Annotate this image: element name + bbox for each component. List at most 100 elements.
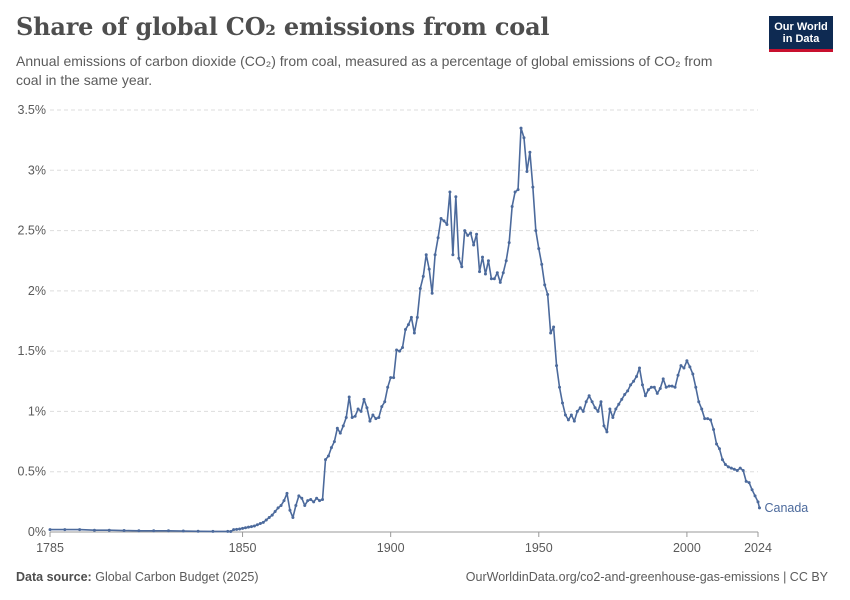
data-point	[107, 528, 111, 532]
data-point	[122, 529, 126, 533]
data-point	[267, 516, 271, 520]
data-point	[723, 462, 727, 466]
data-point	[640, 383, 644, 387]
data-point	[735, 469, 739, 473]
data-point	[670, 384, 674, 388]
data-point	[608, 407, 612, 411]
data-point	[720, 458, 724, 462]
line-chart: 0% 0.5% 1% 1.5% 2% 2.5% 3% 3.5% 1785 1850 1900 1950…	[18, 103, 809, 555]
x-tick-label: 1950	[525, 541, 553, 555]
data-point	[726, 465, 730, 469]
data-point	[436, 236, 440, 240]
data-point	[756, 500, 760, 504]
data-point	[439, 217, 443, 221]
data-point	[667, 384, 671, 388]
data-point	[270, 513, 274, 517]
data-point	[694, 385, 698, 389]
data-point	[664, 385, 668, 389]
data-point	[406, 323, 410, 327]
data-point	[261, 520, 265, 524]
data-point	[646, 388, 650, 392]
data-point	[392, 376, 396, 380]
data-point	[652, 385, 656, 389]
data-point	[359, 409, 363, 413]
data-point	[152, 529, 156, 533]
data-point	[617, 402, 621, 406]
license-link[interactable]: CC BY	[789, 570, 828, 584]
data-point	[294, 503, 298, 507]
data-point	[409, 315, 413, 319]
data-point	[380, 405, 384, 409]
data-point	[451, 253, 455, 257]
data-point	[590, 400, 594, 404]
source-value[interactable]: Global Carbon Budget (2025)	[95, 570, 259, 584]
data-point	[241, 526, 245, 530]
owid-logo[interactable]: Our World in Data	[769, 16, 833, 52]
data-point	[753, 494, 757, 498]
data-point	[486, 259, 490, 263]
y-tick-label: 2%	[28, 284, 46, 298]
data-point	[430, 291, 434, 295]
data-point	[629, 383, 633, 387]
data-point	[566, 418, 570, 422]
footer-separator: |	[779, 570, 790, 584]
data-point	[309, 497, 313, 501]
data-point	[386, 385, 390, 389]
data-point	[691, 372, 695, 376]
data-point	[288, 508, 292, 512]
data-point	[525, 169, 529, 173]
data-point	[495, 271, 499, 275]
data-point	[324, 458, 327, 462]
data-point	[427, 267, 431, 271]
data-point	[398, 349, 402, 353]
data-point	[584, 400, 588, 404]
x-tick-label: 2024	[744, 541, 772, 555]
data-point	[492, 277, 496, 281]
data-point	[697, 400, 701, 404]
data-point	[599, 400, 603, 404]
data-point	[401, 346, 405, 350]
data-point	[300, 496, 304, 500]
data-point	[638, 366, 642, 370]
data-point	[264, 518, 268, 522]
data-point	[341, 424, 345, 428]
data-point	[235, 527, 239, 531]
data-point	[498, 280, 502, 284]
data-point	[306, 499, 310, 503]
data-point	[676, 373, 680, 377]
data-point	[581, 409, 585, 413]
data-point	[679, 364, 683, 368]
chart-subtitle: Annual emissions of carbon dioxide (CO₂)…	[16, 53, 713, 88]
data-point	[374, 417, 378, 421]
data-point	[421, 274, 425, 278]
data-point	[377, 415, 381, 419]
data-point	[510, 204, 514, 208]
data-point	[519, 126, 523, 130]
data-point	[252, 524, 256, 528]
data-point	[460, 265, 464, 269]
data-point	[596, 409, 600, 413]
data-point	[445, 223, 449, 227]
x-tick-label: 2000	[673, 541, 701, 555]
data-point	[489, 277, 493, 281]
data-point	[747, 481, 751, 485]
data-point	[273, 510, 277, 513]
data-point	[632, 379, 636, 383]
data-point	[504, 259, 508, 263]
data-point	[92, 528, 96, 532]
data-point	[303, 503, 307, 507]
data-point	[655, 391, 659, 395]
data-point	[649, 385, 653, 389]
data-point	[732, 467, 736, 471]
data-point	[415, 315, 419, 319]
data-point	[78, 528, 82, 532]
data-point	[602, 424, 606, 428]
data-point	[572, 419, 576, 423]
data-point	[661, 377, 665, 381]
y-tick-label: 0.5%	[18, 465, 47, 479]
data-point	[560, 401, 564, 405]
data-point	[276, 506, 280, 510]
data-point	[418, 286, 422, 290]
source-url-link[interactable]: OurWorldinData.org/co2-and-greenhouse-ga…	[465, 570, 780, 584]
data-point	[232, 528, 236, 532]
